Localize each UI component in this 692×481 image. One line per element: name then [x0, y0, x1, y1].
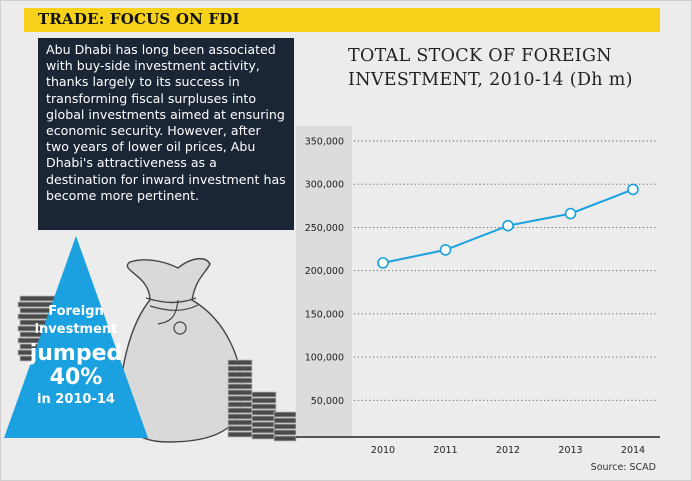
intro-text-box: Abu Dhabi has long been associated with … — [38, 38, 294, 230]
coin-stacks-right-illustration — [227, 359, 297, 442]
header-banner — [24, 8, 660, 32]
x-tick-label: 2010 — [371, 445, 395, 456]
y-tick-label: 200,000 — [305, 266, 344, 277]
y-tick-label: 350,000 — [305, 137, 344, 148]
callout-line-2: investment — [35, 322, 118, 337]
header-title: TRADE: FOCUS ON FDI — [38, 10, 240, 28]
callout-line-4: 40% — [50, 365, 103, 390]
callout-line-3: jumped — [29, 341, 123, 366]
x-tick-label: 2012 — [496, 445, 520, 456]
y-tick-label: 100,000 — [305, 353, 344, 364]
y-tick-label: 250,000 — [305, 223, 344, 234]
source-note: Source: SCAD — [590, 462, 656, 473]
data-point — [377, 257, 389, 269]
callout-line-1: Foreign — [48, 304, 104, 319]
data-point — [502, 219, 514, 232]
y-tick-label: 50,000 — [311, 396, 344, 407]
callout-triangle — [4, 236, 148, 438]
x-tick-label: 2013 — [558, 445, 582, 456]
data-point — [564, 207, 577, 220]
x-tick-label: 2011 — [433, 445, 457, 456]
data-point — [439, 244, 452, 256]
y-axis-panel — [296, 126, 352, 436]
data-point — [627, 183, 639, 196]
line-chart: 350,000 300,000 250,000 200,000 150,000 100,0… — [296, 126, 660, 456]
y-tick-label: 150,000 — [305, 309, 344, 320]
x-tick-label: 2014 — [621, 445, 645, 456]
chart-title: TOTAL STOCK OF FOREIGN INVESTMENT, 2010-… — [348, 46, 633, 90]
callout-line-5: in 2010-14 — [37, 392, 115, 407]
y-tick-label: 300,000 — [305, 180, 344, 191]
intro-text: Abu Dhabi has long been associated with … — [46, 42, 286, 203]
